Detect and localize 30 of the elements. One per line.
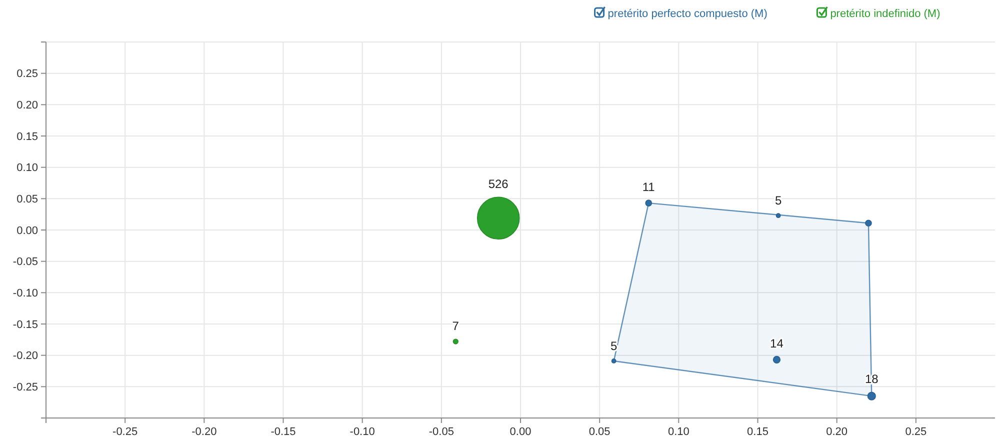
y-tick-label: -0.20 [12, 350, 38, 362]
y-tick-label: 0.10 [16, 162, 38, 174]
x-tick-label: 0.05 [588, 426, 610, 438]
y-tick-label: -0.05 [12, 256, 38, 268]
x-tick-label: -0.15 [270, 426, 296, 438]
y-tick-label: 0.25 [16, 68, 38, 80]
data-label: 5 [610, 338, 618, 353]
x-tick-label: -0.25 [112, 426, 138, 438]
y-tick-label: -0.10 [12, 288, 38, 300]
data-label: 11 [642, 180, 656, 194]
x-tick-label: -0.10 [350, 426, 375, 438]
x-tick-label: 0.20 [826, 426, 848, 438]
legend-label: pretérito perfecto compuesto (M) [608, 8, 768, 20]
y-tick-label: 0.15 [16, 130, 38, 143]
x-tick-label: 0.10 [668, 426, 690, 438]
y-tick-label: 0.20 [16, 100, 38, 112]
x-tick-label: 0.15 [747, 426, 768, 438]
y-tick-label: -0.15 [12, 318, 38, 331]
x-tick-label: 0.25 [905, 426, 927, 438]
data-label: 14 [770, 336, 784, 350]
data-label: 526 [488, 177, 509, 192]
y-tick-label: 0.00 [16, 224, 38, 237]
data-label: 5 [774, 194, 782, 208]
y-tick-label: 0.05 [16, 194, 38, 206]
x-tick-label: 0.00 [510, 426, 532, 438]
data-label: 7 [452, 319, 460, 334]
x-tick-label: -0.05 [428, 426, 454, 438]
x-tick-label: -0.20 [192, 426, 217, 438]
legend-label: pretérito indefinido (M) [830, 8, 940, 20]
y-tick-label: -0.25 [12, 382, 38, 394]
